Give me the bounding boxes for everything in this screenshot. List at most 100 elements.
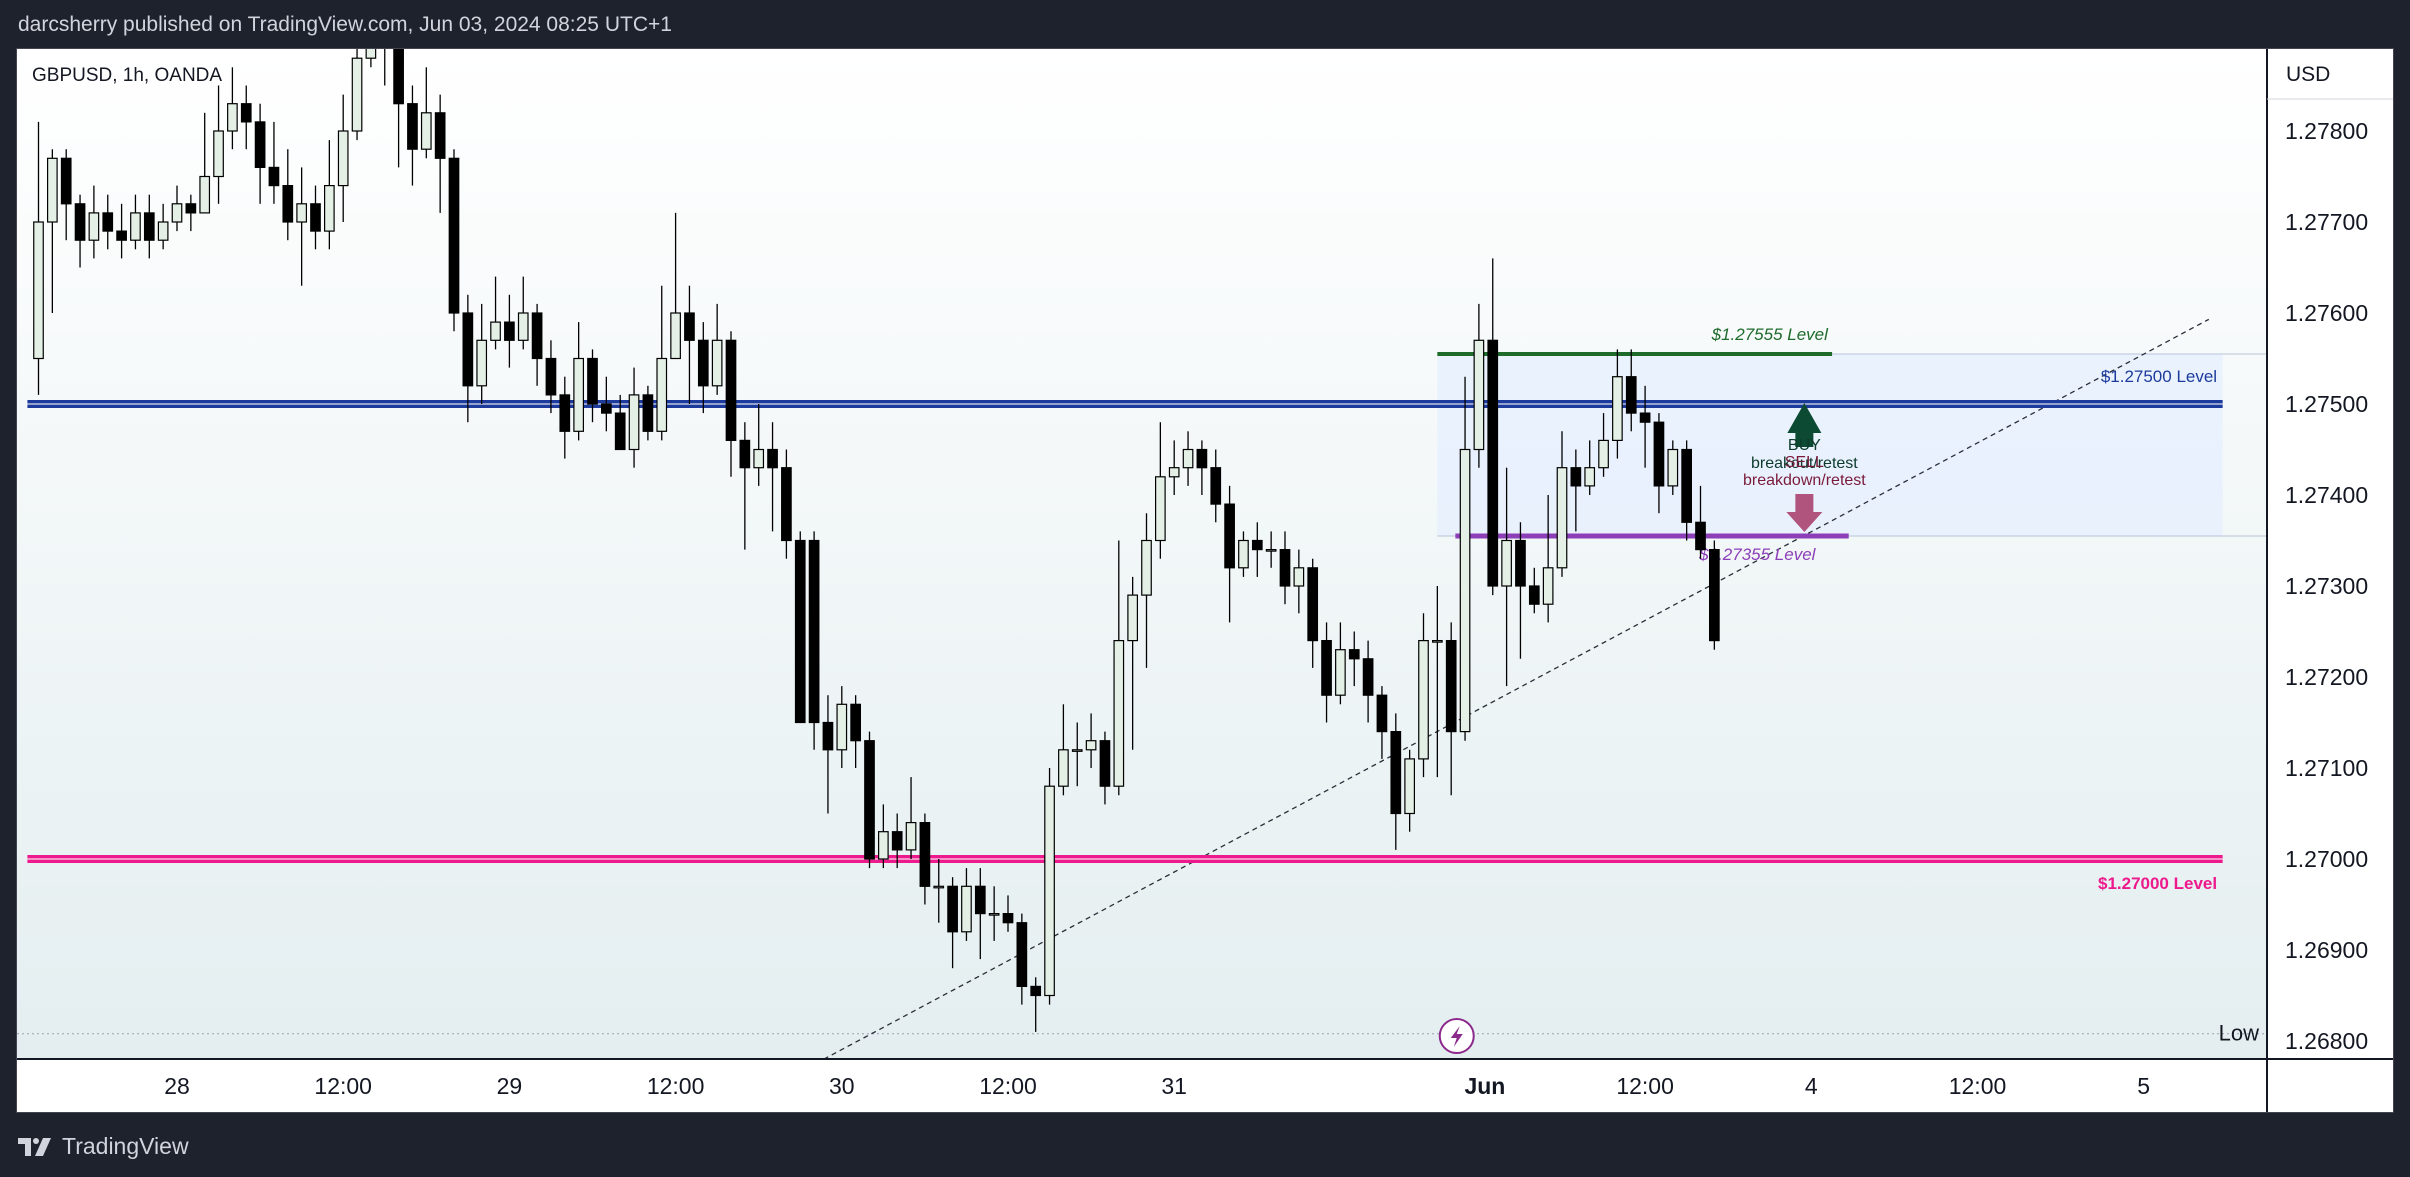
candle[interactable] [1390,730,1402,815]
candle[interactable] [74,203,86,241]
candle[interactable] [600,403,612,414]
candle[interactable] [1528,585,1540,605]
candle[interactable] [476,339,488,387]
candle[interactable] [1182,448,1194,469]
candle[interactable] [1335,649,1346,696]
candle[interactable] [753,448,765,469]
candle[interactable] [268,166,280,187]
candle[interactable] [822,721,834,751]
candle[interactable] [434,112,446,159]
candle[interactable] [794,539,806,724]
candle[interactable] [130,212,141,241]
candle[interactable] [628,394,640,451]
candle[interactable] [1556,467,1568,569]
candle[interactable] [116,230,127,241]
candle[interactable] [1625,376,1637,414]
candle[interactable] [961,885,972,933]
candle[interactable] [351,57,363,132]
candle[interactable] [199,175,211,214]
candle[interactable] [254,121,266,169]
candle[interactable] [324,185,335,232]
candle[interactable] [1404,758,1416,815]
candle[interactable] [310,203,321,232]
candle[interactable] [864,740,875,860]
candle[interactable] [171,203,183,223]
candle[interactable] [1279,549,1291,587]
candle[interactable] [974,885,986,915]
candle[interactable] [697,339,709,387]
candle[interactable] [1487,339,1499,587]
candle[interactable] [420,112,432,150]
candle[interactable] [1418,639,1429,760]
candle[interactable] [739,439,751,469]
candle[interactable] [102,212,114,232]
candle[interactable] [531,312,543,360]
candle[interactable] [1002,912,1014,924]
candle[interactable] [407,103,418,150]
candle[interactable] [1251,539,1263,551]
candle[interactable] [393,49,404,105]
brand-logo[interactable]: TradingView [18,1133,189,1160]
candle[interactable] [1653,421,1665,487]
candle[interactable] [781,467,792,542]
candle[interactable] [1584,467,1596,487]
candle[interactable] [282,185,294,223]
candle[interactable] [1224,503,1235,569]
candle[interactable] [1071,749,1083,752]
candle[interactable] [227,103,238,132]
candle[interactable] [1210,467,1222,505]
candle[interactable] [1307,567,1319,642]
candle[interactable] [1459,448,1471,733]
candle[interactable] [517,312,529,341]
candle[interactable] [850,703,862,742]
candle[interactable] [1598,439,1609,469]
candle[interactable] [1085,740,1097,751]
candle[interactable] [1501,539,1512,587]
candle[interactable] [767,448,778,469]
candle[interactable] [1639,412,1651,423]
candle[interactable] [573,357,585,432]
candle[interactable] [1681,448,1693,523]
candle[interactable] [462,312,474,387]
candle[interactable] [988,912,1000,916]
candle[interactable] [1445,639,1457,733]
candle[interactable] [1058,749,1069,787]
candle[interactable] [143,212,155,241]
candle[interactable] [1348,649,1360,660]
candle[interactable] [1113,639,1125,787]
candle[interactable] [711,339,723,387]
candle[interactable] [337,130,349,187]
candle[interactable] [1515,539,1526,587]
candle[interactable] [933,885,945,889]
currency-label[interactable]: USD [2286,63,2330,86]
candle[interactable] [919,821,931,887]
candle[interactable] [1168,467,1180,478]
candle[interactable] [947,885,958,933]
candle[interactable] [905,821,917,851]
candle[interactable] [559,394,571,432]
candle[interactable] [1612,376,1623,442]
candle[interactable] [656,357,668,432]
candle[interactable] [1265,549,1277,552]
candle[interactable] [1154,476,1166,542]
candle[interactable] [365,49,377,59]
candle[interactable] [1030,985,1042,997]
candle[interactable] [296,203,307,223]
candlestick-chart[interactable]: $1.27500 Level $1.27000 Level $1.27555 Lev… [17,49,2393,1112]
candle[interactable] [185,203,197,214]
candle[interactable] [725,339,737,441]
candle[interactable] [891,831,903,851]
candle[interactable] [1099,740,1111,787]
candle[interactable] [1542,567,1554,605]
candle[interactable] [670,312,681,360]
candle[interactable] [33,221,44,360]
candle[interactable] [877,831,889,860]
candle[interactable] [1708,549,1720,642]
candle[interactable] [88,212,100,241]
candle[interactable] [1321,639,1332,696]
candle[interactable] [1196,448,1208,469]
candle[interactable] [448,157,460,314]
candle[interactable] [157,221,169,241]
candle[interactable] [213,130,224,178]
candle[interactable] [504,321,515,341]
